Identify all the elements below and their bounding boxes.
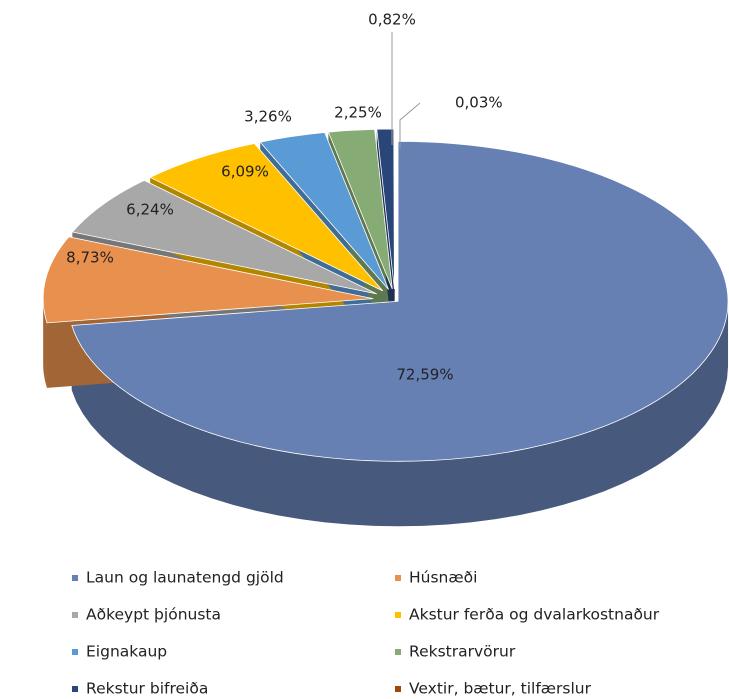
slice [259,132,389,290]
data-label: 6,24% [126,201,174,219]
legend-label: Rekstur bifreiða [86,680,208,698]
legend-label: Húsnæði [409,569,477,587]
data-label: 2,25% [334,104,382,122]
legend-swatch [72,612,78,618]
pie-tops [42,128,729,462]
legend-swatch [395,649,401,655]
slice [149,143,384,292]
data-label: 3,26% [244,108,292,126]
data-label: 8,73% [66,249,114,267]
legend-label: Akstur ferða og dvalarkostnaður [409,606,660,624]
legend-swatch [395,575,401,581]
legend-swatch [395,686,401,692]
slice [327,128,393,290]
legend: Laun og launatengd gjöld Húsnæði Aðkeypt þ… [72,569,660,698]
data-label: 6,09% [221,163,269,181]
legend-swatch [72,686,78,692]
legend-swatch [72,649,78,655]
legend-swatch [72,575,78,581]
legend-label: Rekstrarvörur [409,643,516,661]
data-label: 0,03% [455,94,503,112]
slice-side [71,301,729,527]
slice [393,128,396,290]
slice [376,128,395,290]
data-labels: 72,59% 8,73% 6,24% 6,09% 3,26% 2,25% 0,82% 0,03… [66,11,502,384]
data-label: 72,59% [396,366,453,384]
slice [71,140,729,462]
leader-line [399,102,421,148]
slice [71,179,377,295]
legend-label: Eignakaup [86,643,167,661]
legend-label: Aðkeypt þjónusta [86,606,221,624]
data-label: 0,82% [368,11,416,29]
legend-label: Laun og launatengd gjöld [86,569,284,587]
legend-swatch [395,612,401,618]
legend-label: Vextir, bætur, tilfærslur [409,680,592,698]
slice [42,236,374,324]
